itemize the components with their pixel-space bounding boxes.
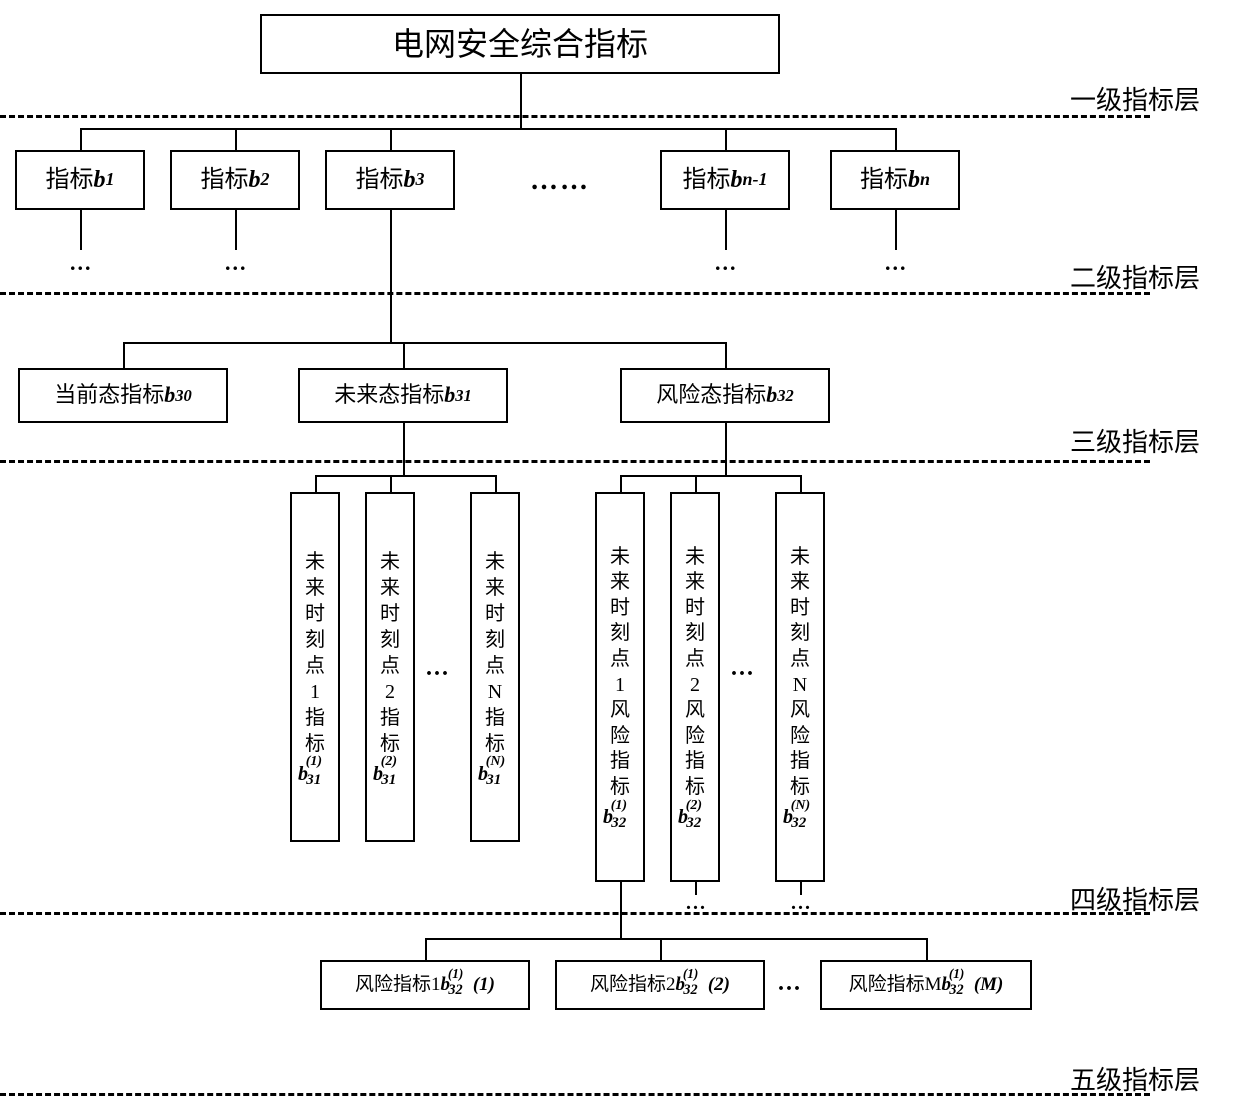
l2-node: 指标bn-1 (660, 150, 790, 210)
tier-label-t3: 三级指标层 (1070, 422, 1200, 459)
l2-node: 指标 b2 (170, 150, 300, 210)
tier-label-t4: 四级指标层 (1070, 880, 1200, 917)
tier-label-t1: 一级指标层 (1070, 80, 1200, 117)
l5-node: 风险指标1 b(1)32(1) (320, 960, 530, 1010)
l2-node: 指标 b1 (15, 150, 145, 210)
tier-label-t2: 二级指标层 (1070, 258, 1200, 295)
l3-node: 风险态指标b32 (620, 368, 830, 423)
l4-left-node: 未来时刻点2指标b(2)31 (365, 492, 415, 842)
l5-node: 风险指标M b(1)32(M) (820, 960, 1032, 1010)
l4-right-node: 未来时刻点1风险指标b(1)32 (595, 492, 645, 882)
l2-node: 指标bn (830, 150, 960, 210)
l3-node: 当前态指标b30 (18, 368, 228, 423)
root-node: 电网安全综合指标 (260, 14, 780, 74)
l4-right-node: 未来时刻点2风险指标b(2)32 (670, 492, 720, 882)
l3-node: 未来态指标b31 (298, 368, 508, 423)
l2-node: 指标 b3 (325, 150, 455, 210)
l4-left-node: 未来时刻点N指标b(N)31 (470, 492, 520, 842)
l4-right-node: 未来时刻点N风险指标b(N)32 (775, 492, 825, 882)
l4-left-node: 未来时刻点1指标b(1)31 (290, 492, 340, 842)
tier-label-t5: 五级指标层 (1070, 1060, 1200, 1097)
l5-node: 风险指标2 b(1)32(2) (555, 960, 765, 1010)
